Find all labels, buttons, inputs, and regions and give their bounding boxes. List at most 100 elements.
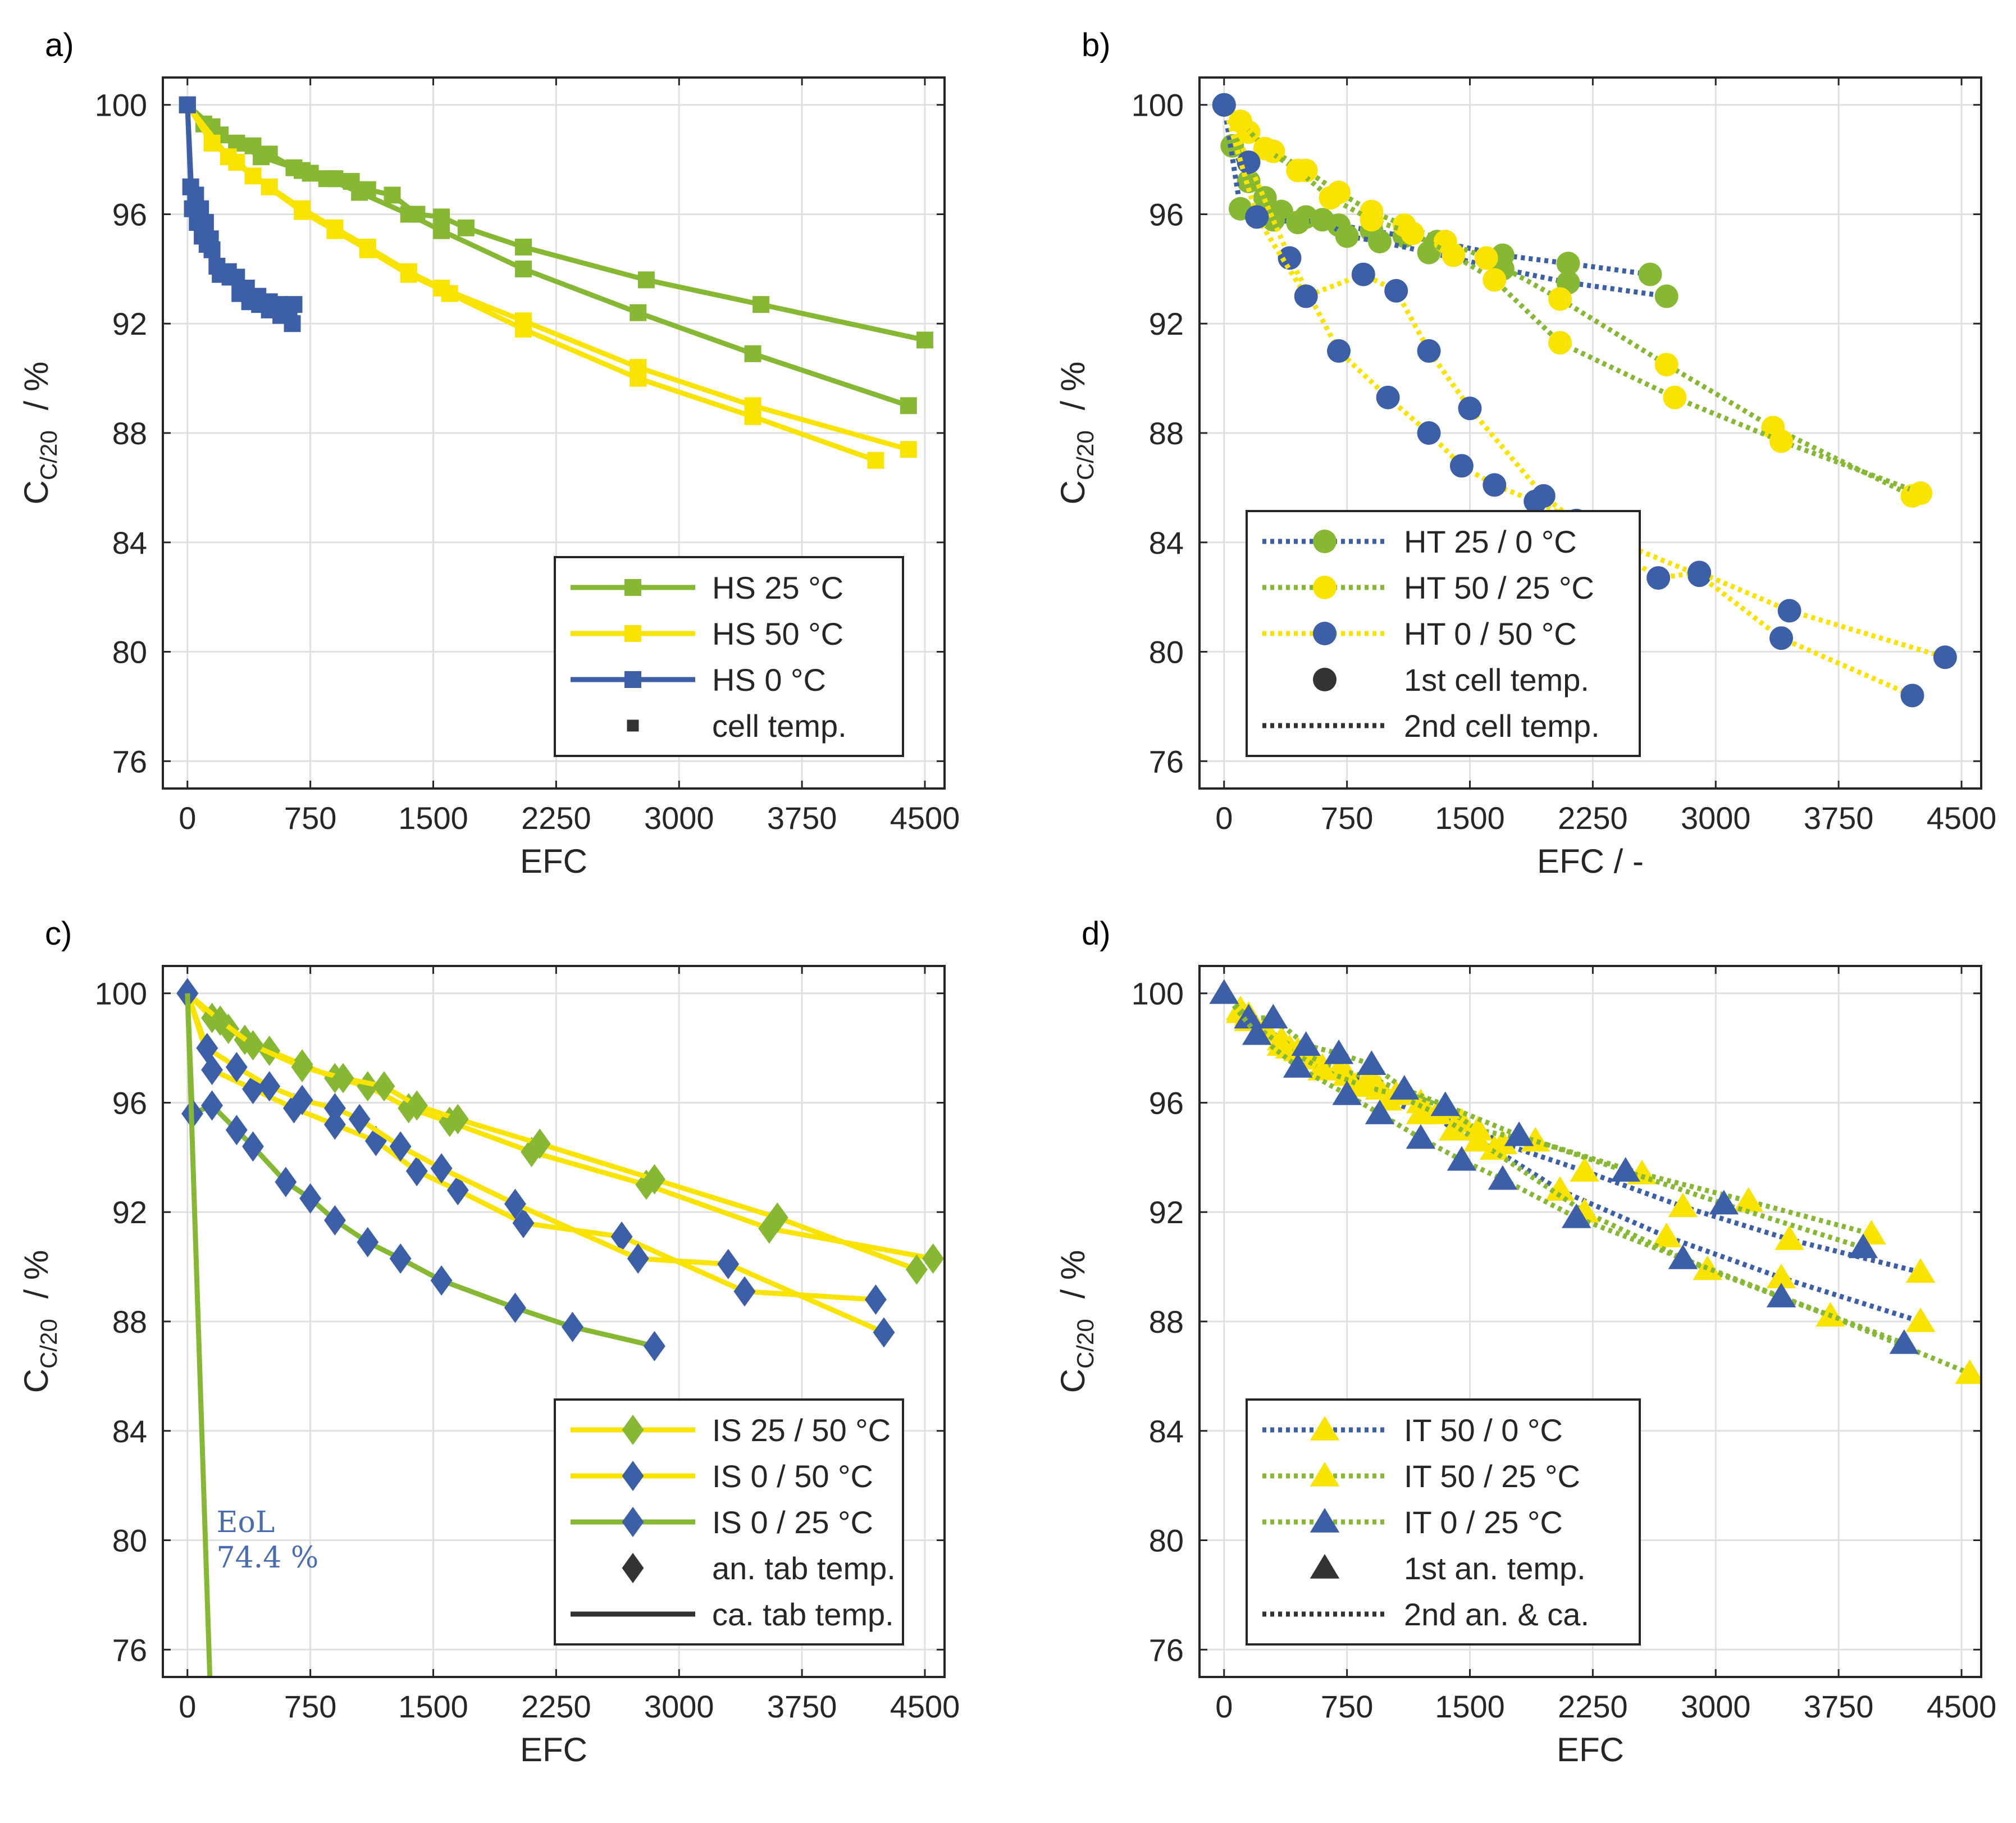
legend: IS 25 / 50 °C IS 0 / 50 °C IS 0 / 25 °C an.… — [554, 1398, 904, 1646]
data-point — [209, 1005, 231, 1036]
data-point — [258, 1071, 281, 1102]
x-tick-label: 3000 — [1681, 800, 1751, 836]
data-point — [323, 1109, 346, 1140]
y-tick-label: 88 — [1149, 1304, 1184, 1339]
data-point — [512, 1207, 535, 1238]
data-point — [326, 222, 344, 239]
y-label-sub: C/20 — [1072, 430, 1098, 480]
data-point — [1209, 979, 1239, 1004]
data-point — [1335, 224, 1359, 248]
data-point — [1668, 1192, 1698, 1218]
series — [176, 978, 665, 1361]
legend-entry: IT 50 / 25 °C — [1262, 1459, 1580, 1494]
series — [185, 993, 213, 1677]
legend-marker — [1310, 1416, 1340, 1441]
data-point — [332, 1063, 354, 1093]
y-tick-label: 100 — [1132, 976, 1184, 1011]
y-tick-label: 76 — [112, 1632, 147, 1667]
data-point — [244, 167, 262, 185]
x-tick-label: 3750 — [767, 800, 837, 836]
data-point — [1889, 1329, 1919, 1354]
data-point — [922, 1243, 945, 1274]
x-tick-label: 3750 — [767, 1689, 837, 1724]
legend: HS 25 °C HS 50 °C HS 0 °C cell temp. — [554, 556, 904, 757]
series-line — [185, 993, 213, 1677]
data-point — [1258, 1004, 1288, 1029]
data-point — [384, 186, 401, 204]
y-tick-label: 88 — [112, 416, 147, 451]
data-point — [1556, 252, 1580, 276]
y-tick-label: 96 — [1149, 1085, 1184, 1120]
y-label-unit: / % — [1054, 1250, 1092, 1299]
data-point — [357, 1071, 379, 1102]
legend-entry: IT 0 / 25 °C — [1262, 1505, 1563, 1540]
data-point — [430, 1265, 453, 1296]
data-point — [1769, 626, 1793, 650]
eol-value: 74.4 % — [217, 1541, 319, 1575]
data-point — [225, 1052, 248, 1083]
y-tick-label: 92 — [112, 306, 147, 341]
data-point — [291, 1084, 313, 1115]
data-point — [201, 1090, 223, 1121]
y-tick-label: 100 — [95, 88, 147, 123]
data-point — [1212, 93, 1236, 117]
legend-entry: 1st an. temp. — [1310, 1551, 1586, 1586]
data-point — [1775, 1225, 1804, 1250]
legend-label: an. tab temp. — [712, 1551, 896, 1586]
data-point — [515, 320, 532, 338]
data-point — [610, 1222, 633, 1252]
data-point — [627, 1243, 649, 1274]
legend-label: IT 0 / 25 °C — [1404, 1505, 1563, 1540]
legend-entry: IS 0 / 50 °C — [571, 1459, 873, 1494]
data-point — [1278, 246, 1302, 270]
y-tick-label: 80 — [1149, 635, 1184, 670]
x-tick-label: 3000 — [1681, 1689, 1751, 1724]
data-point — [1449, 454, 1474, 478]
legend-marker — [624, 579, 641, 596]
legend-entry: HS 50 °C — [571, 616, 843, 651]
data-point — [1483, 268, 1507, 292]
data-point — [294, 162, 311, 179]
data-point — [905, 1254, 928, 1285]
legend-label: IT 50 / 25 °C — [1404, 1459, 1580, 1494]
data-point — [744, 345, 761, 362]
legend-entry: IS 0 / 25 °C — [571, 1505, 873, 1540]
y-tick-label: 84 — [112, 525, 147, 560]
y-tick-label: 96 — [1149, 197, 1184, 232]
legend-entry: an. tab temp. — [622, 1551, 896, 1586]
legend-marker — [627, 719, 639, 732]
data-point — [1570, 1157, 1600, 1182]
data-point — [644, 1164, 665, 1195]
data-point — [1663, 385, 1687, 409]
x-tick-label: 750 — [1321, 1689, 1373, 1724]
series — [179, 96, 301, 332]
data-point — [1253, 136, 1277, 161]
y-label-unit: / % — [1054, 362, 1092, 411]
data-point — [1900, 683, 1924, 708]
data-point — [225, 1115, 248, 1146]
series-line — [1222, 991, 1905, 1346]
x-tick-label: 3750 — [1804, 800, 1874, 836]
y-tick-label: 100 — [1132, 88, 1184, 123]
data-point — [630, 370, 647, 387]
data-point — [900, 397, 917, 414]
y-tick-label: 84 — [1149, 1414, 1184, 1449]
data-point — [1668, 1245, 1698, 1269]
y-label-unit: / % — [17, 362, 55, 411]
data-point — [752, 296, 770, 313]
legend-box — [554, 556, 904, 757]
data-point — [323, 1205, 346, 1236]
data-point — [900, 441, 917, 458]
data-point — [864, 1284, 887, 1315]
data-point — [446, 1104, 469, 1134]
data-point — [400, 266, 417, 283]
data-point — [389, 1243, 412, 1274]
data-point — [1463, 1127, 1493, 1152]
data-point — [351, 184, 368, 201]
data-point — [1488, 1165, 1518, 1190]
legend-marker — [1310, 1508, 1340, 1533]
data-point — [446, 1175, 469, 1206]
plot-series — [1212, 93, 1957, 708]
legend-label: cell temp. — [712, 708, 847, 744]
data-point — [744, 408, 761, 425]
